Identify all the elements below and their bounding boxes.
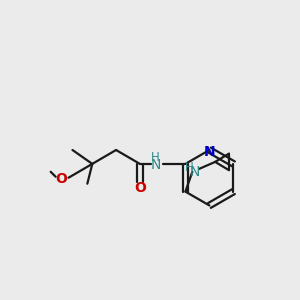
Text: H: H: [151, 152, 160, 164]
Text: N: N: [189, 165, 200, 179]
Text: H: H: [185, 161, 194, 174]
Text: O: O: [134, 181, 146, 195]
Text: N: N: [151, 158, 161, 172]
Text: N: N: [204, 145, 215, 159]
Text: O: O: [56, 172, 68, 186]
